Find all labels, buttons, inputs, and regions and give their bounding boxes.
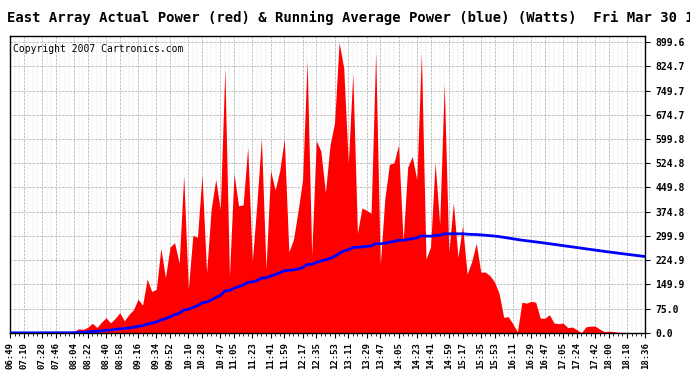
Text: East Array Actual Power (red) & Running Average Power (blue) (Watts)  Fri Mar 30: East Array Actual Power (red) & Running … xyxy=(7,11,690,26)
Text: Copyright 2007 Cartronics.com: Copyright 2007 Cartronics.com xyxy=(13,45,184,54)
